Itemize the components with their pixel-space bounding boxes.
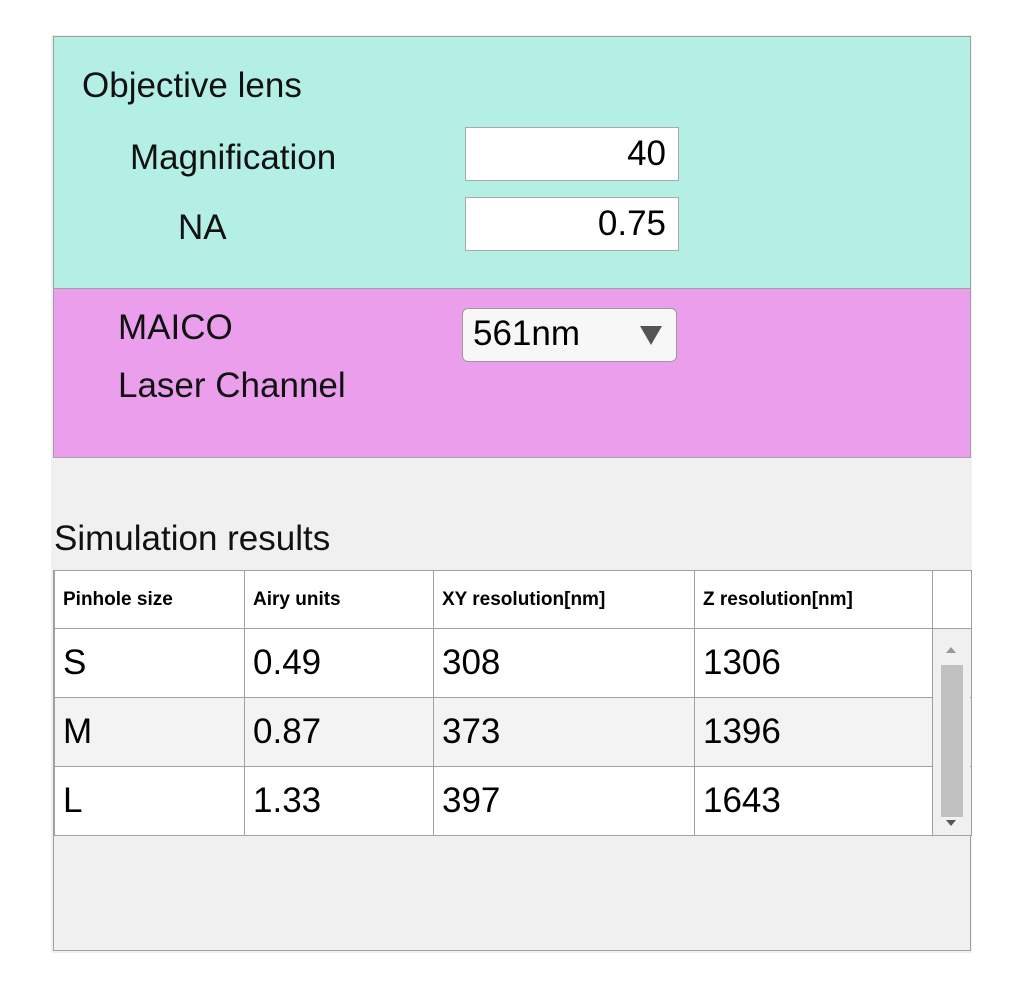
table-cell: 308 <box>433 628 695 698</box>
dropdown-arrow <box>640 326 662 345</box>
table-row: S 0.49 308 1306 <box>54 628 972 698</box>
scrollbar-graphic <box>941 647 963 826</box>
table-cell: 397 <box>433 766 695 836</box>
column-header[interactable]: XY resolution[nm] <box>433 570 695 629</box>
field-label: Magnification <box>130 138 337 177</box>
table-cell: 1.33 <box>244 766 434 836</box>
dropdown[interactable]: 561nm <box>462 308 677 362</box>
column-header[interactable]: Z resolution[nm] <box>694 570 933 629</box>
header-row: Pinhole size Airy units XY resolution[nm] Z… <box>54 570 972 629</box>
column-header[interactable]: Pinhole size <box>54 570 245 629</box>
scrollbar[interactable] <box>933 629 970 829</box>
header-spacer <box>932 570 972 629</box>
table-cell: S <box>54 628 245 698</box>
laser-label: MAICO <box>118 308 233 347</box>
table-cell: 1643 <box>694 766 933 836</box>
table-row: L 1.33 397 1643 <box>54 766 972 836</box>
laser-label: Laser Channel <box>118 366 346 405</box>
table-cell: 0.49 <box>244 628 434 698</box>
dropdown-value: 561nm <box>473 314 581 353</box>
results-title: Simulation results <box>54 519 331 558</box>
table-cell: 373 <box>433 697 695 767</box>
field-label: NA <box>178 208 227 247</box>
table-cell: 0.87 <box>244 697 434 767</box>
table-cell: L <box>54 766 245 836</box>
text-input[interactable]: 0.75 <box>465 197 679 251</box>
text-input[interactable]: 40 <box>465 127 679 181</box>
table-cell: 1306 <box>694 628 933 698</box>
table-row: M 0.87 373 1396 <box>54 697 972 767</box>
section-title: Objective lens <box>82 66 302 105</box>
results-table: Pinhole size Airy units XY resolution[nm] Z… <box>54 570 972 836</box>
column-header[interactable]: Airy units <box>244 570 434 629</box>
table-cell: 1396 <box>694 697 933 767</box>
table-cell: M <box>54 697 245 767</box>
